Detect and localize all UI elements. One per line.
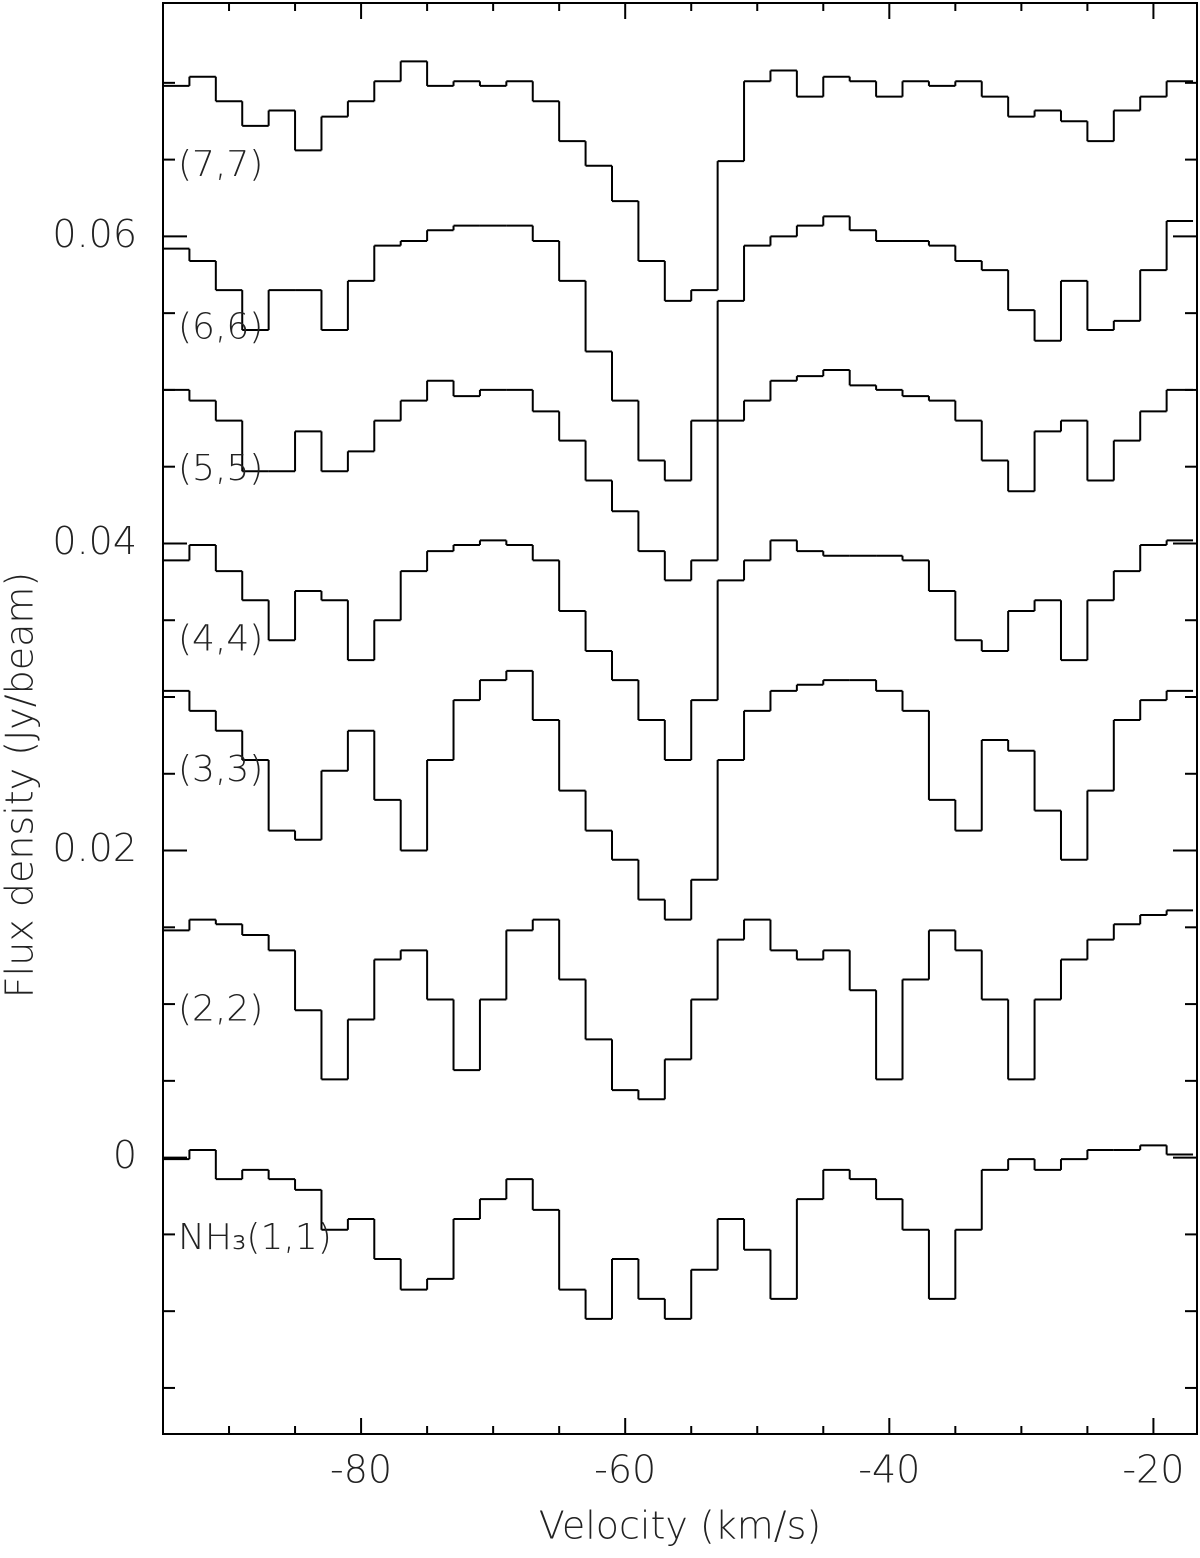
plot-frame [162,2,1198,1435]
y-tick-label: 0.02 [52,826,137,870]
y-axis-label: Flux density (Jy/beam) [0,572,42,998]
y-tick-label: 0 [113,1133,137,1177]
y-tick-label: 0.04 [52,519,137,563]
series-label: (6,6) [178,307,263,348]
x-tick-label: -20 [1122,1448,1184,1492]
series-label: (3,3) [178,749,263,790]
series-label: (2,2) [178,988,263,1029]
x-axis-label: Velocity (km/s) [539,1504,821,1548]
x-tick-label: -60 [594,1448,656,1492]
series-label: NH₃(1,1) [178,1217,332,1258]
series-label: (7,7) [178,144,263,185]
series-label: (5,5) [178,448,263,489]
x-tick-label: -80 [330,1448,392,1492]
series-label: (4,4) [178,618,263,659]
y-tick-label: 0.06 [52,212,137,256]
plot-area [163,60,1194,1320]
x-tick-label: -40 [858,1448,920,1492]
